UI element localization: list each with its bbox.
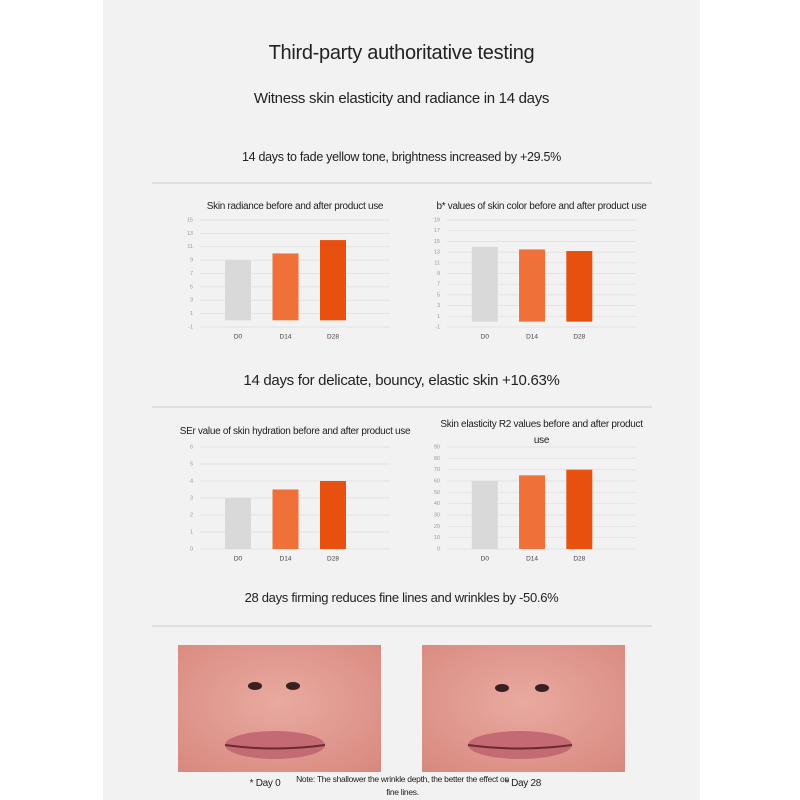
y-tick-label: 3 — [190, 495, 193, 501]
y-tick-label: 40 — [434, 501, 440, 507]
y-tick-label: 15 — [434, 239, 440, 245]
x-tick-label: D14 — [280, 334, 292, 341]
bar — [225, 260, 251, 321]
y-tick-label: 5 — [437, 292, 440, 298]
y-tick-label: 6 — [190, 444, 193, 450]
x-tick-label: D0 — [481, 556, 490, 563]
photo-caption: * Day 0 — [249, 778, 281, 789]
y-tick-label: 15 — [187, 217, 193, 223]
y-tick-label: 4 — [190, 478, 193, 484]
section-heading: 14 days for delicate, bouncy, elastic sk… — [243, 372, 560, 389]
x-tick-label: D28 — [327, 334, 339, 341]
y-tick-label: 17 — [434, 228, 440, 234]
y-tick-label: 1 — [190, 311, 193, 317]
y-tick-label: 50 — [434, 490, 440, 496]
y-tick-label: 3 — [190, 298, 193, 304]
y-tick-label: 13 — [434, 250, 440, 256]
y-tick-label: 60 — [434, 478, 440, 484]
chart-title: Skin elasticity R2 values before and aft… — [440, 419, 643, 446]
x-tick-label: D14 — [280, 556, 292, 563]
y-tick-label: 20 — [434, 524, 440, 530]
y-tick-label: 11 — [434, 260, 440, 266]
y-tick-label: 0 — [437, 546, 440, 552]
subtitle: Witness skin elasticity and radiance in … — [253, 90, 550, 107]
x-tick-label: D28 — [573, 556, 585, 563]
x-tick-label: D0 — [234, 334, 243, 341]
bar — [225, 498, 251, 549]
bar — [519, 475, 546, 549]
x-tick-label: D28 — [573, 334, 585, 341]
bar — [471, 481, 498, 549]
section-heading: 28 days firming reduces fine lines and w… — [244, 590, 559, 605]
y-tick-label: 7 — [437, 282, 440, 288]
y-tick-label: 13 — [187, 231, 193, 237]
y-tick-label: 2 — [190, 512, 193, 518]
chart-title: b* values of skin color before and after… — [436, 201, 647, 212]
y-tick-label: 80 — [434, 456, 440, 462]
bar — [519, 249, 546, 322]
x-tick-label: D0 — [234, 556, 243, 563]
y-tick-label: -1 — [188, 324, 193, 330]
y-tick-label: 9 — [437, 271, 440, 277]
chart-title: SEr value of skin hydration before and a… — [179, 426, 411, 437]
page-title: Third-party authoritative testing — [268, 42, 535, 64]
y-tick-label: 70 — [434, 467, 440, 473]
x-tick-label: D28 — [327, 556, 339, 563]
photo-caption: * Day 28 — [505, 778, 541, 789]
x-tick-label: D0 — [481, 334, 490, 341]
y-tick-label: 90 — [434, 444, 440, 450]
bar — [272, 489, 299, 549]
x-tick-label: D14 — [526, 556, 538, 563]
bar — [566, 251, 593, 322]
bar — [320, 240, 346, 321]
bar — [471, 246, 498, 322]
x-tick-label: D14 — [526, 334, 538, 341]
chart-title: Skin radiance before and after product u… — [206, 201, 384, 212]
y-tick-label: 9 — [190, 258, 193, 264]
y-tick-label: 3 — [437, 303, 440, 309]
photo-day0 — [178, 645, 381, 772]
y-tick-label: 0 — [190, 546, 193, 552]
y-tick-label: -1 — [435, 324, 440, 330]
y-tick-label: 5 — [190, 461, 193, 467]
section-heading: 14 days to fade yellow tone, brightness … — [242, 150, 561, 164]
y-tick-label: 5 — [190, 284, 193, 290]
y-tick-label: 11 — [187, 244, 193, 250]
photo-day28 — [422, 645, 625, 772]
y-tick-label: 1 — [437, 314, 440, 320]
y-tick-label: 19 — [434, 217, 440, 223]
y-tick-label: 30 — [434, 512, 440, 518]
y-tick-label: 7 — [190, 271, 193, 277]
bar — [272, 253, 299, 321]
photo-note: Note: The shallower the wrinkle depth, t… — [296, 774, 509, 797]
bar — [320, 481, 346, 549]
y-tick-label: 10 — [434, 535, 440, 541]
y-tick-label: 1 — [190, 529, 193, 535]
bar — [566, 469, 593, 549]
